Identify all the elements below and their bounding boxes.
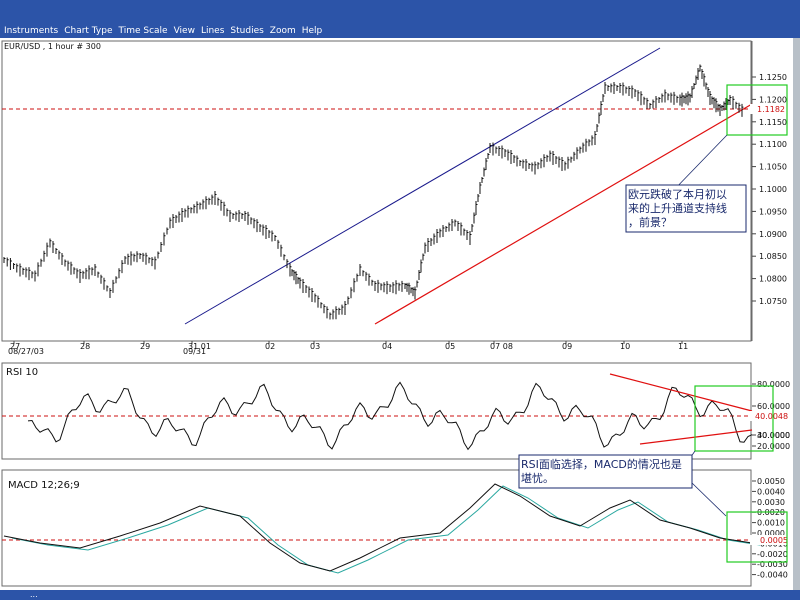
price-y-axis: 1.1250 1.1200 1.1150 1.1100 1.1050 1.1000 1.09…	[752, 73, 787, 306]
status-bar: ...	[0, 590, 800, 600]
macd-panel-frame	[1, 469, 752, 587]
menu-item-studies[interactable]: Studies	[230, 26, 264, 36]
menu-item-lines[interactable]: Lines	[200, 26, 225, 36]
lower-channel-line[interactable]	[374, 103, 753, 325]
rsi-annotation-box	[518, 454, 693, 489]
price-panel-frame	[1, 40, 752, 342]
rsi-panel-frame	[1, 362, 752, 460]
price-y-tick: 1.0900	[759, 230, 787, 239]
macd-line	[3, 483, 753, 572]
menu-item-time-scale[interactable]: Time Scale	[118, 26, 168, 36]
rsi-annotation-line-1: RSI面临选择，MACD的情况也是	[521, 457, 682, 471]
price-x-tick: 05	[445, 342, 455, 351]
rsi-current-value: 40.0048	[755, 412, 788, 421]
price-x-tick: 27	[10, 342, 20, 351]
rsi-y-tick: 80.0000	[757, 380, 790, 389]
menu-items: Instruments Chart Type Time Scale View Lines…	[2, 24, 326, 38]
price-highlight-box	[726, 84, 788, 136]
price-x-tick: 29	[140, 342, 150, 351]
macd-y-tick: -0.0030	[757, 560, 788, 569]
annotation-pointer-price	[669, 134, 728, 195]
price-y-tick: 1.0950	[759, 207, 787, 216]
chart-svg[interactable]: EUR/USD , 1 hour # 300 1.1250 1.1200 1.115…	[0, 38, 793, 590]
rsi-triangle-lower	[639, 429, 753, 445]
menu-bar: Instruments Chart Type Time Scale View Lines…	[0, 0, 800, 38]
price-symbol-label: EUR/USD , 1 hour # 300	[4, 42, 101, 51]
price-y-tick: 1.1200	[759, 95, 787, 104]
upper-channel-line[interactable]	[184, 47, 661, 325]
price-annotation-line-2: 来的上升通道支持线	[628, 201, 727, 215]
price-y-tick: 1.1050	[759, 163, 787, 172]
macd-current-bg	[750, 535, 792, 545]
macd-y-tick: 0.0050	[757, 477, 785, 486]
date-label-month: 09/31	[183, 347, 206, 356]
date-label-start: 08/27/03	[8, 347, 44, 356]
macd-y-tick: 0.0030	[757, 498, 785, 507]
macd-highlight-box	[726, 511, 788, 563]
macd-y-tick: 0.0020	[757, 508, 785, 517]
price-y-tick: 1.1000	[759, 185, 787, 194]
rsi-triangle-upper	[609, 373, 753, 412]
menu-item-instruments[interactable]: Instruments	[4, 26, 59, 36]
price-y-tick: 1.1100	[759, 140, 787, 149]
price-x-tick: 07 08	[490, 342, 513, 351]
macd-y-tick: 0.0000	[757, 529, 785, 538]
rsi-annotation-line-2: 堪忧。	[521, 471, 554, 485]
current-price-bg	[750, 104, 792, 114]
price-annotation-line-1: 欧元跌破了本月初以	[628, 187, 727, 201]
chart-area[interactable]: EUR/USD , 1 hour # 300 1.1250 1.1200 1.115…	[0, 38, 793, 590]
price-x-tick: 04	[382, 342, 392, 351]
menu-item-help[interactable]: Help	[301, 26, 323, 36]
price-y-tick: 1.0750	[759, 297, 787, 306]
macd-title: MACD 12;26;9	[8, 480, 80, 491]
price-x-tick: 31 01	[188, 342, 211, 351]
price-annotation-line-3: ，前景？	[628, 215, 672, 229]
rsi-line	[27, 381, 753, 451]
right-scroll-strip[interactable]	[793, 38, 800, 590]
macd-y-tick: -0.0040	[757, 571, 788, 580]
price-y-tick: 1.1250	[759, 73, 787, 82]
price-bars	[3, 64, 744, 320]
price-x-tick: 03	[310, 342, 320, 351]
current-price-label: 1.1182	[757, 105, 785, 114]
status-cell-1: ...	[30, 590, 38, 599]
price-annotation-box	[625, 184, 747, 233]
price-x-tick: 28	[80, 342, 90, 351]
menu-item-view[interactable]: View	[173, 26, 195, 36]
price-x-tick: 09	[562, 342, 572, 351]
price-x-tick: 02	[265, 342, 275, 351]
rsi-highlight-box	[694, 385, 774, 452]
macd-current-value: 0.0005	[760, 536, 788, 545]
macd-y-tick: 0.0040	[757, 487, 785, 496]
price-y-tick: 1.0800	[759, 275, 787, 284]
price-x-axis: 27 28 29 31 01 02 03 04 05 07 08 09 10 11	[10, 341, 688, 351]
macd-y-tick: -0.0020	[757, 550, 788, 559]
rsi-current-bg	[750, 411, 792, 421]
rsi-title: RSI 10	[6, 367, 38, 378]
macd-signal-line	[11, 485, 761, 574]
price-x-tick: 10	[620, 342, 630, 351]
menu-item-zoom[interactable]: Zoom	[269, 26, 296, 36]
price-x-tick: 11	[678, 342, 688, 351]
price-y-tick: 1.1150	[759, 118, 787, 127]
menu-item-chart-type[interactable]: Chart Type	[64, 26, 113, 36]
macd-y-tick: 0.0010	[757, 519, 785, 528]
annotation-pointer-macd	[691, 482, 727, 517]
price-y-tick: 1.0850	[759, 252, 787, 261]
